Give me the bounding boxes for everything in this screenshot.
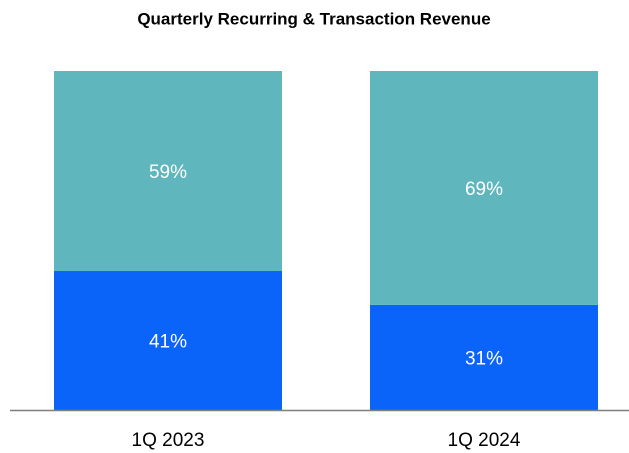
bar-segment (370, 71, 598, 305)
x-tick-label: 1Q 2024 (448, 430, 521, 451)
x-tick-label: 1Q 2023 (132, 430, 205, 451)
data-label: 59% (149, 162, 187, 183)
bar-segment (54, 71, 282, 272)
data-label: 69% (465, 179, 503, 200)
data-label: 41% (149, 332, 187, 353)
chart-title: Quarterly Recurring & Transaction Revenu… (137, 9, 490, 28)
bar-segment (54, 271, 282, 410)
data-label: 31% (465, 348, 503, 369)
bar-segment (370, 304, 598, 410)
